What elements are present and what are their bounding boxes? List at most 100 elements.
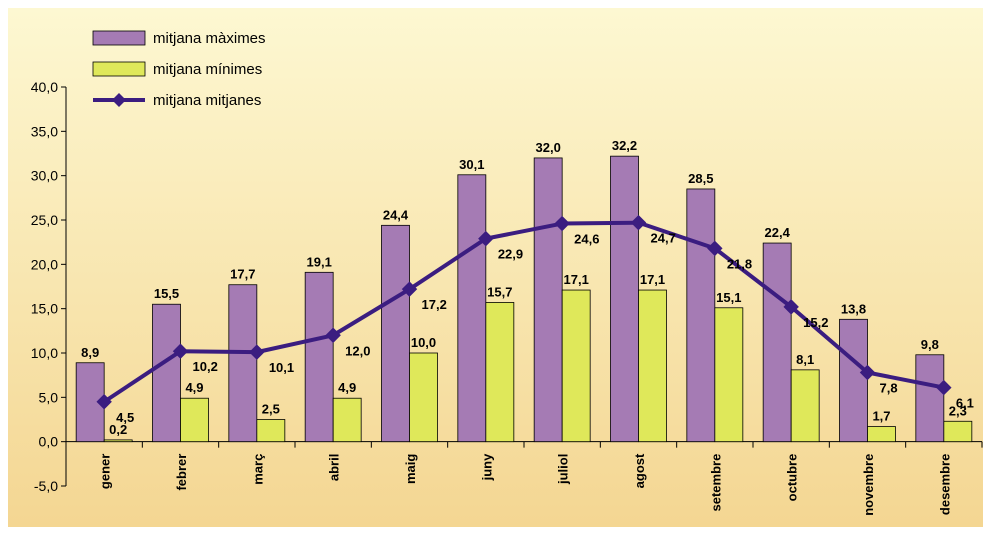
bar-min <box>561 289 591 443</box>
mean-point <box>859 364 876 381</box>
legend-swatch <box>92 61 146 77</box>
label-mean: 6,1 <box>956 396 974 411</box>
y-tick-label: 20,0 <box>31 256 58 272</box>
label-min: 10,0 <box>411 335 436 350</box>
axes: -5,0 0,0 5,0 10,0 15,0 20,0 25,0 30,0 35,0 40,0 ge… <box>31 79 983 516</box>
mean-point <box>172 343 189 359</box>
x-tick-label: març <box>250 454 265 485</box>
label-max: 24,4 <box>383 207 409 222</box>
label-mean: 4,5 <box>116 410 134 425</box>
label-max: 13,8 <box>841 301 866 316</box>
legend-marker <box>112 93 126 107</box>
mean-line <box>96 214 952 410</box>
bar-min <box>790 369 820 443</box>
bar-max <box>915 354 945 443</box>
x-tick-label: juliol <box>556 454 571 485</box>
bar-max <box>152 303 181 443</box>
bar-min <box>180 397 209 443</box>
y-tick-label: 25,0 <box>31 212 58 228</box>
mean-point <box>783 299 799 315</box>
bar-max <box>686 188 716 443</box>
y-tick-label: -5,0 <box>34 478 58 494</box>
bar-min <box>103 439 133 443</box>
label-min: 4,9 <box>185 380 203 395</box>
chart-frame: -5,0 0,0 5,0 10,0 15,0 20,0 25,0 30,0 35,0 40,0 ge… <box>8 8 983 527</box>
y-tick-label: 35,0 <box>31 123 58 139</box>
mean-point <box>707 240 723 257</box>
label-min: 0,2 <box>109 422 127 437</box>
mean-point <box>325 327 341 343</box>
label-mean: 22,9 <box>498 247 523 262</box>
x-tick-label: novembre <box>861 454 876 516</box>
legend-label: mitjana mínimes <box>153 61 262 78</box>
bar-max <box>533 157 563 443</box>
label-max: 15,5 <box>154 286 179 301</box>
bar-min <box>867 426 896 443</box>
label-min: 2,3 <box>949 403 967 418</box>
y-tick-label: 0,0 <box>39 434 59 450</box>
y-tick-label: 40,0 <box>31 79 58 95</box>
label-max: 19,1 <box>307 254 332 269</box>
x-tick-label: setembre <box>708 454 723 512</box>
legend: mitjana màximes mitjana mínimes mitjana mi… <box>92 30 266 109</box>
label-min: 4,9 <box>338 380 356 395</box>
label-min: 17,1 <box>564 272 589 287</box>
mean-point <box>630 214 647 231</box>
x-tick-label: desembre <box>937 454 952 515</box>
bar-max <box>839 318 868 443</box>
bar-min <box>638 289 667 443</box>
label-max: 32,0 <box>536 140 561 155</box>
x-tick-label: febrer <box>174 454 189 491</box>
label-min: 17,1 <box>640 272 665 287</box>
label-max: 32,2 <box>612 138 637 153</box>
bar-min <box>332 397 362 443</box>
x-tick-label: gener <box>98 454 113 489</box>
mean-series-line <box>103 220 945 404</box>
label-mean: 12,0 <box>345 343 370 358</box>
label-max: 9,8 <box>921 337 939 352</box>
bar-max <box>610 155 639 443</box>
label-max: 28,5 <box>688 171 713 186</box>
bar-max <box>304 271 334 443</box>
label-mean: 10,1 <box>269 360 294 375</box>
chart: -5,0 0,0 5,0 10,0 15,0 20,0 25,0 30,0 35,0 40,0 ge… <box>8 8 983 527</box>
label-max: 22,4 <box>765 225 791 240</box>
mean-point <box>936 379 952 396</box>
label-min: 8,1 <box>796 352 814 367</box>
label-max: 30,1 <box>459 157 484 172</box>
bar-min <box>714 307 744 443</box>
label-min: 1,7 <box>872 409 890 424</box>
label-min: 2,5 <box>262 402 280 417</box>
x-tick-label: agost <box>632 453 647 488</box>
legend-swatch <box>92 30 146 46</box>
legend-label: mitjana màximes <box>153 30 266 47</box>
bar-max <box>228 284 258 443</box>
mean-point <box>401 281 418 297</box>
label-mean: 21,8 <box>727 256 752 271</box>
label-mean: 24,6 <box>574 232 599 247</box>
y-tick-label: 30,0 <box>31 168 58 184</box>
data-labels: 8,9 15,5 17,7 19,1 24,4 30,1 32,0 32,2 28,5 22,4 1… <box>81 138 974 437</box>
y-tick-label: 15,0 <box>31 301 58 317</box>
label-mean: 15,2 <box>803 315 828 330</box>
label-mean: 17,2 <box>422 297 447 312</box>
bar-min <box>409 352 438 443</box>
y-tick-label: 5,0 <box>39 389 59 405</box>
label-max: 8,9 <box>81 345 99 360</box>
label-mean: 7,8 <box>880 381 898 396</box>
label-min: 15,1 <box>716 290 741 305</box>
chart-background <box>8 8 983 527</box>
label-mean: 10,2 <box>193 359 218 374</box>
bar-min <box>256 419 286 443</box>
bar-min <box>485 302 515 443</box>
x-tick-label: maig <box>403 454 418 484</box>
label-max: 17,7 <box>230 267 255 282</box>
mean-point <box>554 215 570 232</box>
mean-point <box>249 344 265 360</box>
bars <box>75 155 973 443</box>
x-tick-label: juny <box>479 453 494 481</box>
bar-max <box>762 242 792 443</box>
x-tick-label: abril <box>327 454 342 481</box>
bar-min <box>943 420 973 443</box>
mean-point <box>478 230 494 247</box>
